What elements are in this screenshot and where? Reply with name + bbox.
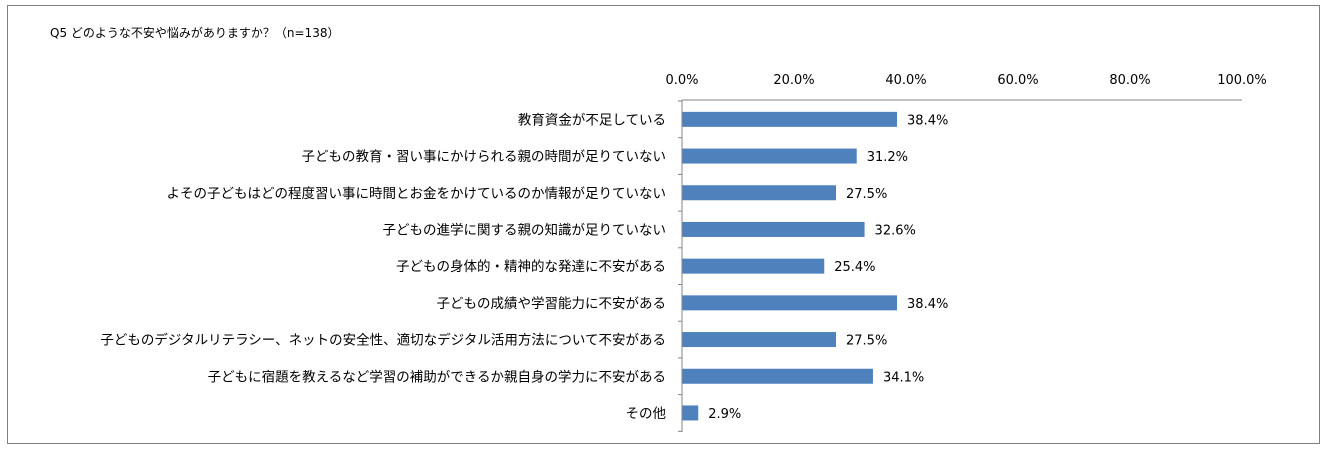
x-tick-label: 60.0% xyxy=(997,73,1038,88)
x-tick-label: 80.0% xyxy=(1109,73,1150,88)
bar xyxy=(682,185,836,201)
chart-frame xyxy=(7,5,1320,444)
value-label: 25.4% xyxy=(834,260,875,275)
x-tick-label: 40.0% xyxy=(885,73,926,88)
category-label: 子どもの教育・習い事にかけられる親の時間が足りていない xyxy=(302,149,667,165)
value-label: 32.6% xyxy=(875,223,916,238)
bar xyxy=(682,368,873,384)
x-tick-label: 20.0% xyxy=(773,73,814,88)
x-tick-label: 100.0% xyxy=(1217,73,1267,88)
bar xyxy=(682,258,825,274)
axis-group: 0.0% 20.0% 40.0% 60.0% 80.0% 100.0% xyxy=(665,73,1267,432)
value-label: 31.2% xyxy=(867,150,908,165)
category-label: よその子どもはどの程度習い事に時間とお金をかけているのか情報が足りていない xyxy=(167,186,667,202)
bar xyxy=(682,221,865,237)
category-label: その他 xyxy=(626,406,667,422)
category-label: 子どもに宿題を教えるなど学習の補助ができるか親自身の学力に不安がある xyxy=(208,368,666,385)
value-label: 34.1% xyxy=(883,370,924,385)
value-label: 38.4% xyxy=(907,297,948,312)
category-label: 子どもの進学に関する親の知識が足りていない xyxy=(383,221,667,238)
category-label: 子どものデジタルリテラシー、ネットの安全性、適切なデジタル活用方法について不安が… xyxy=(100,332,666,349)
bar xyxy=(682,295,898,311)
category-label: 教育資金が不足している xyxy=(518,112,666,128)
chart-title: Q5 どのような不安や悩みがありますか？（n=138） xyxy=(50,26,340,40)
bar xyxy=(682,405,699,421)
bars-group: 教育資金が不足している 38.4% 子どもの教育・習い事にかけられる親の時間が足りて… xyxy=(100,111,948,422)
x-tick-label: 0.0% xyxy=(665,73,698,88)
bar xyxy=(682,332,836,348)
value-label: 2.9% xyxy=(708,407,741,422)
value-label: 27.5% xyxy=(846,187,887,202)
category-label: 子どもの身体的・精神的な発達に不安がある xyxy=(396,259,666,275)
value-label: 27.5% xyxy=(846,334,887,349)
value-label: 38.4% xyxy=(907,113,948,128)
bar xyxy=(682,111,898,127)
bar xyxy=(682,148,857,164)
category-label: 子どもの成績や学習能力に不安がある xyxy=(437,296,667,312)
